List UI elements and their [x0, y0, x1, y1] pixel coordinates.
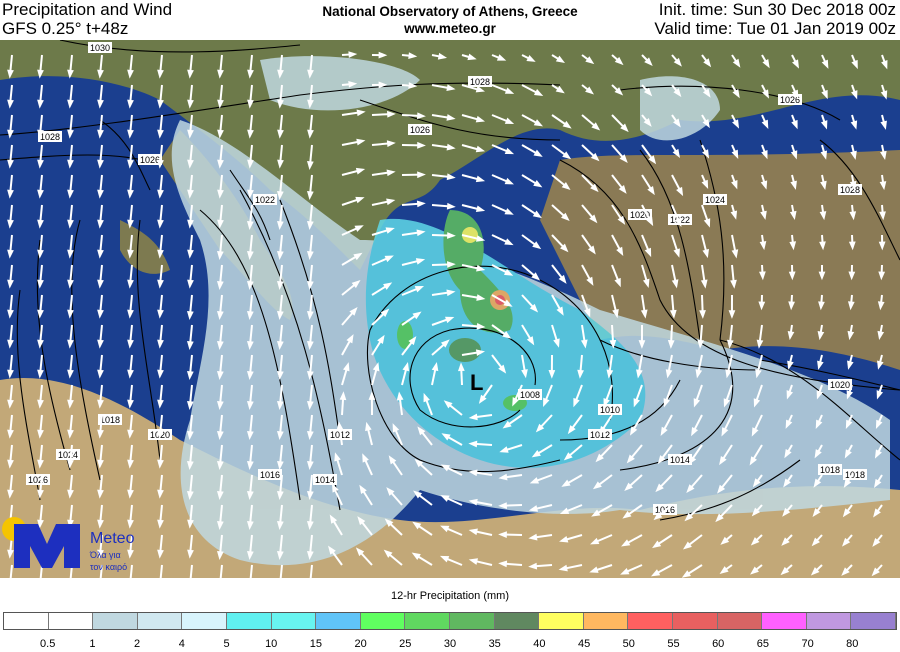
legend-swatch — [807, 613, 852, 629]
legend-label: 45 — [578, 638, 590, 650]
isobar-label: 1008 — [520, 390, 540, 400]
isobar-label: 1018 — [845, 470, 865, 480]
legend-swatch — [316, 613, 361, 629]
legend-swatch — [584, 613, 629, 629]
legend-swatch — [851, 613, 896, 629]
legend-swatch — [4, 613, 49, 629]
isobar-label: 1026 — [28, 475, 48, 485]
legend-swatch — [182, 613, 227, 629]
isobar-label: 1014 — [670, 455, 690, 465]
isobar-label: 1028 — [840, 185, 860, 195]
legend-label: 2 — [134, 638, 140, 650]
legend-swatch — [138, 613, 183, 629]
legend-swatch — [49, 613, 94, 629]
legend-label: 1 — [89, 638, 95, 650]
legend-swatch — [405, 613, 450, 629]
logo-tagline: τον καιρό — [90, 562, 127, 572]
valid-time: Valid time: Tue 01 Jan 2019 00z — [654, 19, 896, 38]
isobar-label: 1026 — [140, 155, 160, 165]
legend-label: 55 — [667, 638, 679, 650]
isobar-label: 1022 — [255, 195, 275, 205]
isobar-label: 1030 — [90, 43, 110, 53]
legend-label: 80 — [846, 638, 858, 650]
legend-title: 12-hr Precipitation (mm) — [0, 590, 900, 602]
legend-label: 30 — [444, 638, 456, 650]
legend-swatch — [450, 613, 495, 629]
legend-label: 15 — [310, 638, 322, 650]
isobar-label: 1024 — [58, 450, 78, 460]
legend-label: 35 — [489, 638, 501, 650]
legend-swatch — [272, 613, 317, 629]
isobar-label: 1018 — [820, 465, 840, 475]
logo-name: Meteo — [90, 530, 135, 547]
weather-map: 1030 1028 1028 1026 1026 1026 1028 1024 1022 1020… — [0, 40, 900, 578]
legend-swatch — [93, 613, 138, 629]
legend-swatch — [495, 613, 540, 629]
low-pressure-marker: L — [470, 370, 483, 395]
legend-label: 10 — [265, 638, 277, 650]
legend-label: 50 — [623, 638, 635, 650]
legend-label: 70 — [801, 638, 813, 650]
legend-label: 25 — [399, 638, 411, 650]
legend-swatch — [673, 613, 718, 629]
legend-swatch — [718, 613, 763, 629]
logo-tagline: Όλα για — [89, 550, 121, 560]
legend-colorbar — [3, 612, 897, 630]
isobar-label: 1028 — [40, 132, 60, 142]
legend-label: 0.5 — [40, 638, 55, 650]
isobar-label: 1018 — [100, 415, 120, 425]
legend-swatch — [539, 613, 584, 629]
isobar-label: 1010 — [600, 405, 620, 415]
legend-label: 40 — [533, 638, 545, 650]
isobar-label: 1026 — [410, 125, 430, 135]
legend-swatch — [361, 613, 406, 629]
legend-swatch — [227, 613, 272, 629]
legend-label: 60 — [712, 638, 724, 650]
legend-label: 65 — [757, 638, 769, 650]
isobar-label: 1020 — [830, 380, 850, 390]
init-time: Init. time: Sun 30 Dec 2018 00z — [654, 0, 896, 19]
isobar-label: 1016 — [260, 470, 280, 480]
legend-label: 20 — [354, 638, 366, 650]
legend-swatch — [762, 613, 807, 629]
legend-label: 4 — [179, 638, 185, 650]
time-info: Init. time: Sun 30 Dec 2018 00z Valid ti… — [654, 0, 896, 38]
isobar-label: 1024 — [705, 195, 725, 205]
legend-swatch — [628, 613, 673, 629]
isobar-label: 1028 — [470, 77, 490, 87]
legend-label: 5 — [223, 638, 229, 650]
